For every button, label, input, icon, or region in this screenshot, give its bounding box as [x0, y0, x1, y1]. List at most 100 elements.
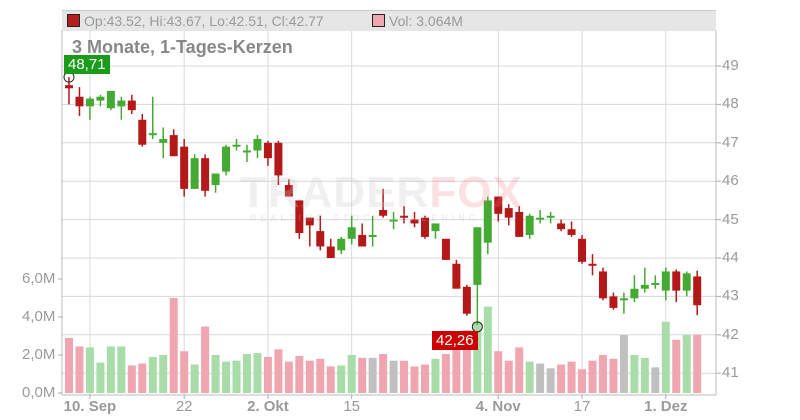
candle-body[interactable] — [693, 276, 702, 306]
volume-bar[interactable] — [400, 360, 409, 393]
volume-bar[interactable] — [295, 355, 304, 393]
candle-body[interactable] — [504, 208, 513, 218]
volume-bar[interactable] — [567, 361, 576, 393]
volume-bar[interactable] — [389, 360, 398, 393]
volume-bar[interactable] — [85, 347, 94, 393]
volume-bar[interactable] — [546, 368, 555, 393]
candle-body[interactable] — [588, 263, 597, 266]
candle-body[interactable] — [410, 219, 419, 224]
volume-bar[interactable] — [148, 356, 157, 393]
candle-body[interactable] — [159, 138, 168, 143]
volume-bar[interactable] — [201, 326, 210, 394]
candle-body[interactable] — [640, 284, 649, 289]
candle-body[interactable] — [337, 238, 346, 251]
candle-body[interactable] — [473, 227, 482, 285]
candle-body[interactable] — [65, 85, 73, 89]
volume-bar[interactable] — [253, 353, 262, 393]
volume-bar[interactable] — [462, 330, 471, 393]
volume-bar[interactable] — [588, 360, 597, 393]
candle-body[interactable] — [85, 98, 94, 107]
volume-bar[interactable] — [640, 357, 649, 393]
candle-body[interactable] — [494, 196, 503, 214]
candle-body[interactable] — [483, 200, 492, 243]
candle-body[interactable] — [138, 119, 147, 145]
candle-body[interactable] — [578, 238, 587, 262]
volume-bar[interactable] — [232, 360, 241, 393]
volume-bar[interactable] — [379, 354, 388, 393]
volume-bar[interactable] — [598, 355, 607, 393]
candle-body[interactable] — [169, 135, 178, 157]
volume-bar[interactable] — [169, 298, 178, 393]
candle-body[interactable] — [316, 231, 325, 247]
candle-body[interactable] — [598, 271, 607, 299]
candle-body[interactable] — [441, 238, 450, 260]
volume-bar[interactable] — [358, 357, 367, 393]
candle-body[interactable] — [609, 296, 618, 308]
candle-body[interactable] — [672, 271, 681, 291]
volume-bar[interactable] — [431, 358, 440, 393]
volume-bar[interactable] — [138, 363, 147, 393]
volume-bar[interactable] — [473, 322, 482, 393]
candle-body[interactable] — [148, 133, 157, 136]
volume-bar[interactable] — [65, 337, 73, 393]
volume-bar[interactable] — [619, 335, 628, 393]
volume-bar[interactable] — [441, 354, 450, 393]
candle-body[interactable] — [117, 100, 126, 107]
candle-body[interactable] — [661, 271, 670, 291]
candle-body[interactable] — [619, 298, 628, 301]
volume-bar[interactable] — [347, 355, 356, 393]
candle-body[interactable] — [284, 185, 293, 197]
volume-bar[interactable] — [536, 363, 545, 393]
candle-body[interactable] — [295, 200, 304, 234]
candle-body[interactable] — [326, 246, 335, 258]
volume-bar[interactable] — [609, 358, 618, 393]
volume-bar[interactable] — [578, 369, 587, 393]
volume-bar[interactable] — [557, 364, 566, 394]
volume-bar[interactable] — [661, 321, 670, 393]
candle-body[interactable] — [106, 90, 115, 109]
volume-bar[interactable] — [630, 355, 639, 393]
candle-body[interactable] — [525, 215, 534, 235]
candle-body[interactable] — [557, 223, 566, 230]
candle-body[interactable] — [127, 100, 136, 111]
volume-bar[interactable] — [326, 366, 335, 393]
volume-bar[interactable] — [494, 351, 503, 393]
candle-body[interactable] — [651, 282, 660, 285]
volume-bar[interactable] — [117, 346, 126, 393]
volume-bar[interactable] — [127, 365, 136, 393]
candle-body[interactable] — [358, 234, 367, 247]
candle-body[interactable] — [515, 211, 524, 237]
volume-bar[interactable] — [180, 351, 189, 393]
volume-bar[interactable] — [525, 361, 534, 393]
candle-body[interactable] — [222, 146, 231, 172]
candle-body[interactable] — [452, 263, 461, 289]
candle-body[interactable] — [536, 217, 545, 220]
volume-bar[interactable] — [211, 355, 220, 393]
volume-bar[interactable] — [483, 306, 492, 393]
candle-body[interactable] — [232, 144, 241, 147]
candle-body[interactable] — [379, 210, 388, 216]
volume-bar[interactable] — [452, 347, 461, 393]
candle-body[interactable] — [211, 173, 220, 186]
volume-bar[interactable] — [515, 347, 524, 393]
candle-body[interactable] — [201, 158, 210, 191]
volume-bar[interactable] — [96, 362, 105, 393]
volume-bar[interactable] — [316, 358, 325, 393]
candle-body[interactable] — [253, 138, 262, 151]
volume-bar[interactable] — [693, 334, 702, 393]
candle-body[interactable] — [263, 142, 272, 159]
candle-body[interactable] — [462, 286, 471, 314]
candle-body[interactable] — [431, 223, 440, 232]
candle-body[interactable] — [682, 273, 691, 291]
candle-body[interactable] — [75, 96, 84, 107]
volume-bar[interactable] — [651, 367, 660, 393]
volume-bar[interactable] — [190, 364, 199, 394]
candle-body[interactable] — [347, 227, 356, 239]
candle-body[interactable] — [420, 217, 429, 237]
candle-body[interactable] — [630, 288, 639, 299]
volume-bar[interactable] — [305, 360, 314, 393]
volume-bar[interactable] — [274, 349, 283, 393]
volume-bar[interactable] — [159, 355, 168, 393]
volume-bar[interactable] — [106, 346, 115, 393]
